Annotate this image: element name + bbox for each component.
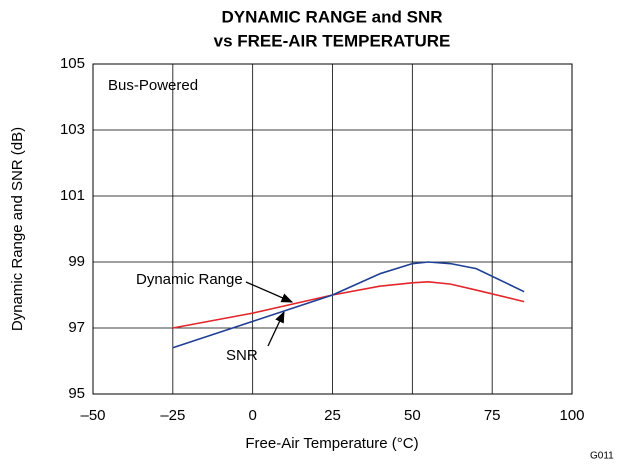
figure-id: G011: [590, 451, 614, 462]
y-tick-label: 99: [68, 253, 85, 270]
y-tick-label: 105: [60, 55, 85, 72]
series-line: [172, 280, 525, 329]
y-tick-label: 95: [68, 385, 85, 402]
x-tick-label: 75: [484, 407, 501, 424]
y-tick-label: 101: [60, 187, 85, 204]
annotation: Dynamic Range: [136, 271, 243, 288]
x-tick-label: 50: [404, 407, 421, 424]
annotation: Bus-Powered: [108, 77, 198, 94]
chart-title: DYNAMIC RANGE and SNR: [221, 7, 442, 26]
x-tick-label: 25: [324, 407, 341, 424]
arrow: [245, 281, 294, 303]
x-axis-label: Free-Air Temperature (°C): [245, 435, 418, 452]
x-tick-label: 0: [248, 407, 256, 424]
chart-title: vs FREE-AIR TEMPERATURE: [214, 31, 451, 50]
x-tick-label: –50: [80, 407, 105, 424]
arrow: [267, 310, 285, 347]
series-line: [172, 261, 525, 349]
y-tick-label: 97: [68, 319, 85, 336]
annotation: SNR: [226, 347, 258, 364]
x-tick-label: 100: [559, 407, 584, 424]
x-tick-label: –25: [160, 407, 185, 424]
plot-frame: [92, 63, 573, 395]
y-tick-label: 103: [60, 121, 85, 138]
y-axis-label: Dynamic Range and SNR (dB): [9, 127, 26, 331]
